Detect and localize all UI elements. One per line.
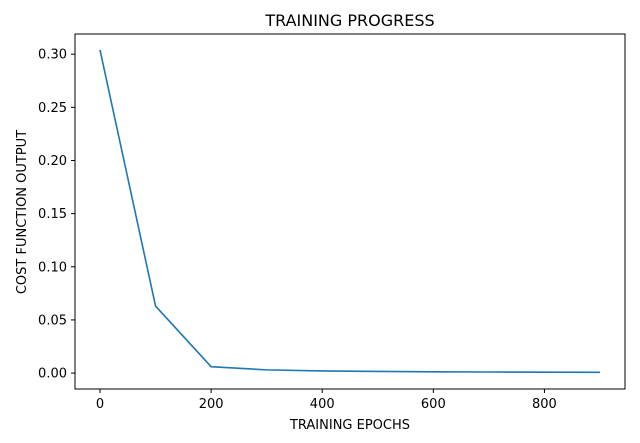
y-tick-label: 0.05 — [38, 313, 67, 328]
chart-title: TRAINING PROGRESS — [264, 11, 434, 30]
y-tick-label: 0.15 — [38, 207, 67, 222]
series-line — [99, 49, 601, 374]
x-axis: 0 200 400 600 800 — [96, 389, 557, 412]
y-tick-label: 0.25 — [38, 101, 67, 116]
x-tick-label: 200 — [199, 397, 224, 412]
x-tick-label: 800 — [532, 397, 557, 412]
plot-area-frame — [74, 33, 626, 390]
y-tick-label: 0.30 — [38, 48, 67, 63]
y-tick-label: 0.10 — [38, 260, 67, 275]
x-tick-label: 0 — [96, 397, 104, 412]
x-tick-label: 600 — [421, 397, 446, 412]
y-axis: 0.00 0.05 0.10 0.15 0.20 0.25 0.30 — [38, 48, 75, 382]
x-axis-label: TRAINING EPOCHS — [289, 418, 410, 433]
x-tick-label: 400 — [310, 397, 335, 412]
y-axis-label: COST FUNCTION OUTPUT — [15, 130, 30, 294]
y-tick-label: 0.00 — [38, 367, 67, 382]
y-tick-label: 0.20 — [38, 154, 67, 169]
